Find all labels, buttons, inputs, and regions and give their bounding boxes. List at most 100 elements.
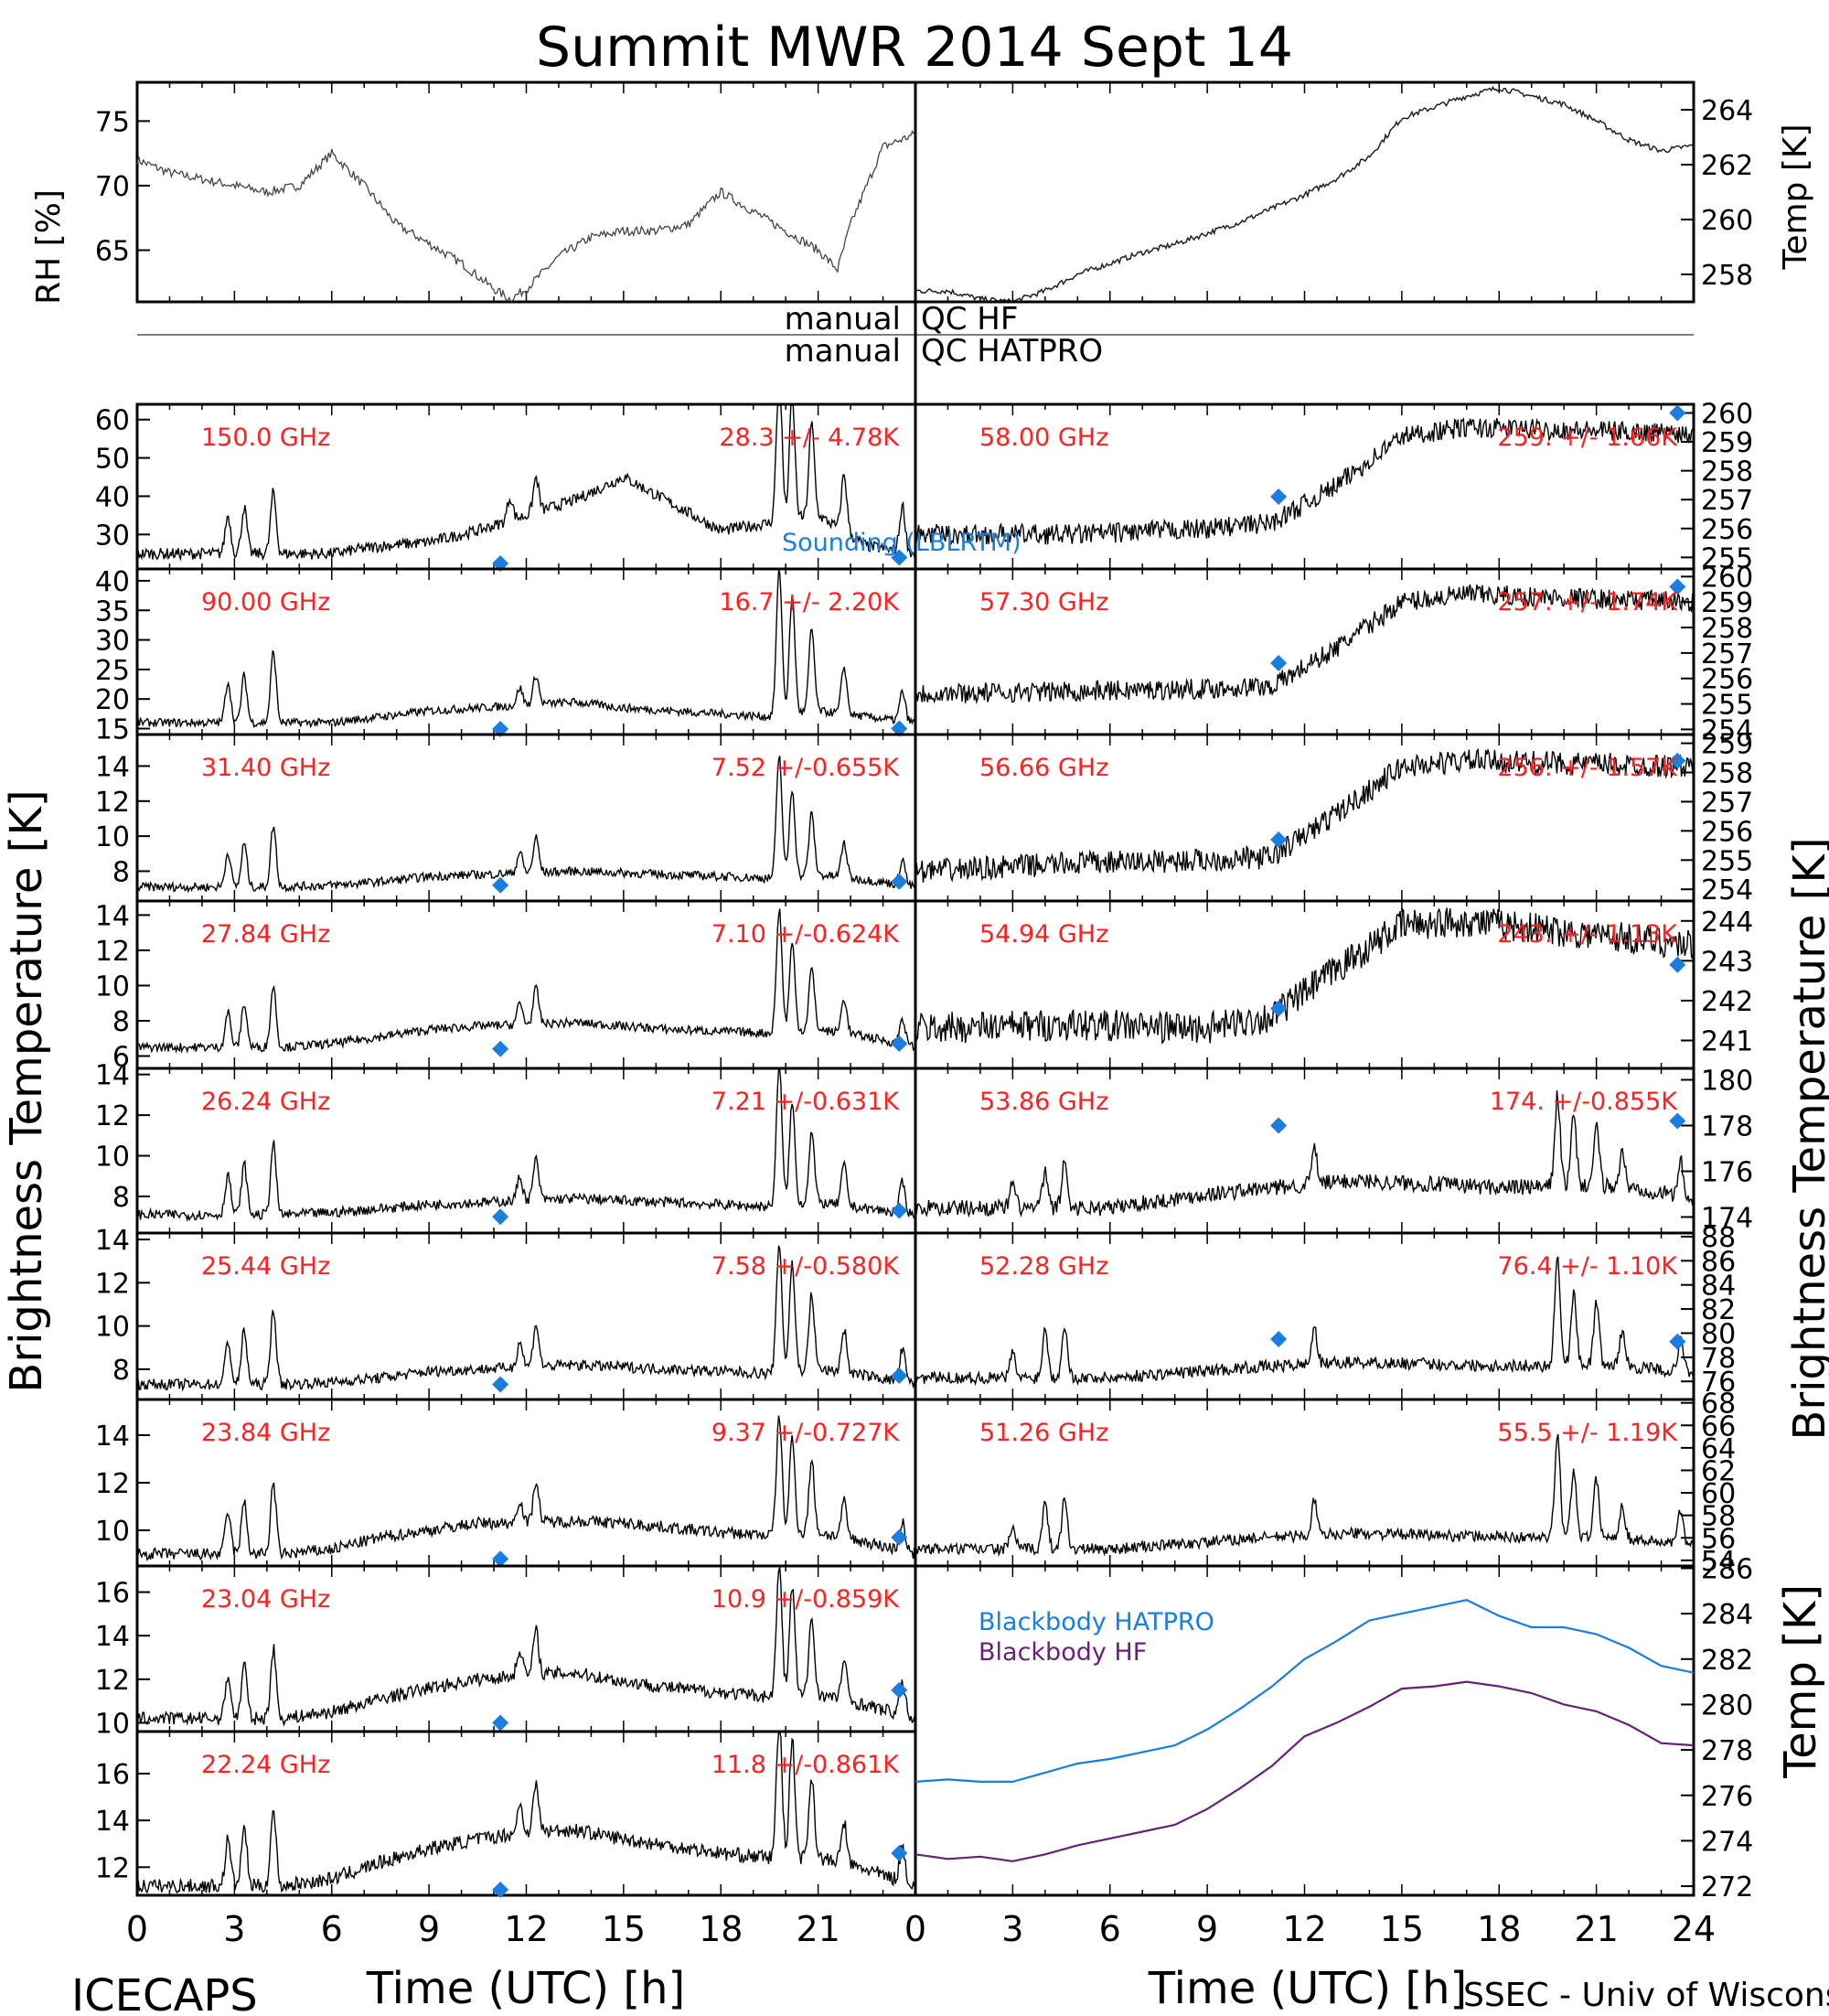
bb-axis-tick-label: 272 bbox=[1701, 1871, 1753, 1903]
channel-axis-tick-label: 56 bbox=[1701, 1523, 1736, 1555]
channel-axis-tick-label: 58 bbox=[1701, 1501, 1736, 1533]
channel-axis-tick-label: 254 bbox=[1701, 714, 1753, 746]
channel-axis-tick-label: 40 bbox=[95, 566, 130, 598]
sounding-point bbox=[1270, 1117, 1288, 1134]
channel-axis-tick-label: 12 bbox=[95, 1468, 130, 1500]
sounding-point bbox=[492, 1882, 509, 1898]
channel-stat-label: 10.9 +/-0.859K bbox=[711, 1585, 900, 1614]
channel-axis-tick-label: 178 bbox=[1701, 1111, 1753, 1143]
sounding-point bbox=[891, 1844, 908, 1861]
sounding-point bbox=[891, 1528, 908, 1546]
sounding-point bbox=[492, 876, 509, 894]
channel-stat-label: 55.5 +/- 1.19K bbox=[1497, 1419, 1678, 1447]
channel-frequency-label: 31.40 GHz bbox=[201, 754, 330, 782]
channel-series-line bbox=[136, 1732, 916, 1894]
x-axis-label-right: Time (UTC) [h] bbox=[1148, 1963, 1467, 2012]
channel-frequency-label: 52.28 GHz bbox=[979, 1252, 1108, 1281]
temp-axis-tick-label: 262 bbox=[1701, 150, 1753, 182]
x-tick-label-right: 0 bbox=[904, 1909, 926, 1949]
channel-axis-tick-label: 50 bbox=[95, 444, 130, 476]
channel-axis-tick-label: 258 bbox=[1701, 456, 1753, 488]
channel-axis-tick-label: 255 bbox=[1701, 542, 1753, 574]
x-tick-label-right: 15 bbox=[1380, 1909, 1424, 1949]
channel-axis-tick-label: 14 bbox=[95, 1806, 130, 1838]
channel-axis-tick-label: 10 bbox=[95, 970, 130, 1003]
channel-series-line bbox=[914, 584, 1695, 705]
channel-axis-tick-label: 8 bbox=[112, 856, 130, 888]
channel-stat-label: 16.7 +/- 2.20K bbox=[719, 588, 900, 617]
sounding-point bbox=[1270, 831, 1288, 848]
sounding-point bbox=[1669, 1112, 1686, 1130]
channel-stat-label: 7.58 +/-0.580K bbox=[711, 1252, 900, 1281]
channel-series-line bbox=[136, 1415, 916, 1561]
temp-series-line bbox=[914, 85, 1695, 303]
channel-axis-tick-label: 174 bbox=[1701, 1203, 1753, 1235]
x-tick-label-left: 12 bbox=[504, 1909, 548, 1949]
channel-axis-tick-label: 84 bbox=[1701, 1271, 1736, 1303]
channel-axis-tick-label: 256 bbox=[1701, 664, 1753, 696]
channel-axis-tick-label: 259 bbox=[1701, 427, 1753, 459]
sounding-point bbox=[891, 1367, 908, 1384]
channel-stat-label: 7.52 +/-0.655K bbox=[711, 754, 900, 782]
channel-frequency-label: 23.84 GHz bbox=[201, 1419, 330, 1447]
channel-axis-tick-label: 176 bbox=[1701, 1157, 1753, 1189]
channel-frequency-label: 150.0 GHz bbox=[201, 424, 330, 452]
channel-axis-tick-label: 255 bbox=[1701, 845, 1753, 877]
channel-frequency-label: 27.84 GHz bbox=[201, 920, 330, 949]
channel-axis-tick-label: 257 bbox=[1701, 638, 1753, 670]
channel-series-line bbox=[914, 1090, 1695, 1218]
channel-axis-tick-label: 14 bbox=[95, 1225, 130, 1257]
channel-axis-tick-label: 68 bbox=[1701, 1389, 1736, 1421]
sounding-point bbox=[891, 720, 908, 737]
temp-axis-label: Temp [K] bbox=[1777, 123, 1814, 270]
channel-axis-tick-label: 259 bbox=[1701, 729, 1753, 761]
channel-frequency-label: 53.86 GHz bbox=[979, 1088, 1108, 1116]
qc-value-1: QC HF bbox=[921, 301, 1018, 338]
channel-frequency-label: 54.94 GHz bbox=[979, 920, 1108, 949]
sounding-point bbox=[1669, 956, 1686, 973]
y-axis-label-left: Brightness Temperature [K] bbox=[1, 789, 52, 1392]
x-axis-label-left: Time (UTC) [h] bbox=[366, 1963, 685, 2012]
legend-hf: Blackbody HF bbox=[979, 1638, 1147, 1667]
bb-temp-axis-label: Temp [K] bbox=[1775, 1584, 1826, 1779]
x-tick-label-right: 12 bbox=[1282, 1909, 1326, 1949]
channel-series-line bbox=[136, 1245, 916, 1392]
bb-axis-tick-label: 276 bbox=[1701, 1781, 1753, 1813]
qc-value-2: QC HATPRO bbox=[921, 333, 1103, 370]
bb-axis-tick-label: 280 bbox=[1701, 1689, 1753, 1721]
sounding-point bbox=[891, 873, 908, 890]
channel-frequency-label: 58.00 GHz bbox=[979, 424, 1108, 452]
qc-label-2: manual bbox=[785, 333, 901, 370]
channel-frequency-label: 23.04 GHz bbox=[201, 1585, 330, 1614]
channel-axis-tick-label: 12 bbox=[95, 1268, 130, 1300]
channel-stat-label: 7.21 +/-0.631K bbox=[711, 1088, 900, 1116]
footer-right: SSEC - Univ of Wisconsin bbox=[1463, 1977, 1829, 2012]
channel-axis-tick-label: 256 bbox=[1701, 816, 1753, 848]
qc-label-1: manual bbox=[785, 301, 901, 338]
channel-axis-tick-label: 10 bbox=[95, 821, 130, 853]
channel-axis-tick-label: 82 bbox=[1701, 1294, 1736, 1326]
channel-axis-tick-label: 60 bbox=[1701, 1478, 1736, 1510]
channel-axis-tick-label: 14 bbox=[95, 1060, 130, 1092]
channel-axis-tick-label: 16 bbox=[95, 1578, 130, 1610]
channel-frequency-label: 57.30 GHz bbox=[979, 588, 1108, 617]
channel-series-line bbox=[136, 404, 916, 562]
channel-stat-label: 257. +/- 1.74K bbox=[1497, 588, 1678, 617]
channel-frequency-label: 56.66 GHz bbox=[979, 754, 1108, 782]
channel-axis-tick-label: 88 bbox=[1701, 1222, 1736, 1254]
sounding-point bbox=[1270, 655, 1288, 672]
x-tick-label-right: 21 bbox=[1574, 1909, 1618, 1949]
chart-title: Summit MWR 2014 Sept 14 bbox=[536, 16, 1293, 80]
channel-series-line bbox=[914, 417, 1695, 545]
channel-axis-tick-label: 10 bbox=[95, 1516, 130, 1548]
rh-axis-tick-label: 65 bbox=[95, 236, 130, 268]
channel-axis-tick-label: 255 bbox=[1701, 690, 1753, 722]
channel-axis-tick-label: 64 bbox=[1701, 1433, 1736, 1465]
channel-frequency-label: 90.00 GHz bbox=[201, 588, 330, 617]
sounding-point bbox=[891, 549, 908, 566]
temp-axis-tick-label: 260 bbox=[1701, 205, 1753, 237]
channel-axis-tick-label: 14 bbox=[95, 900, 130, 932]
channel-series-line bbox=[914, 747, 1695, 883]
